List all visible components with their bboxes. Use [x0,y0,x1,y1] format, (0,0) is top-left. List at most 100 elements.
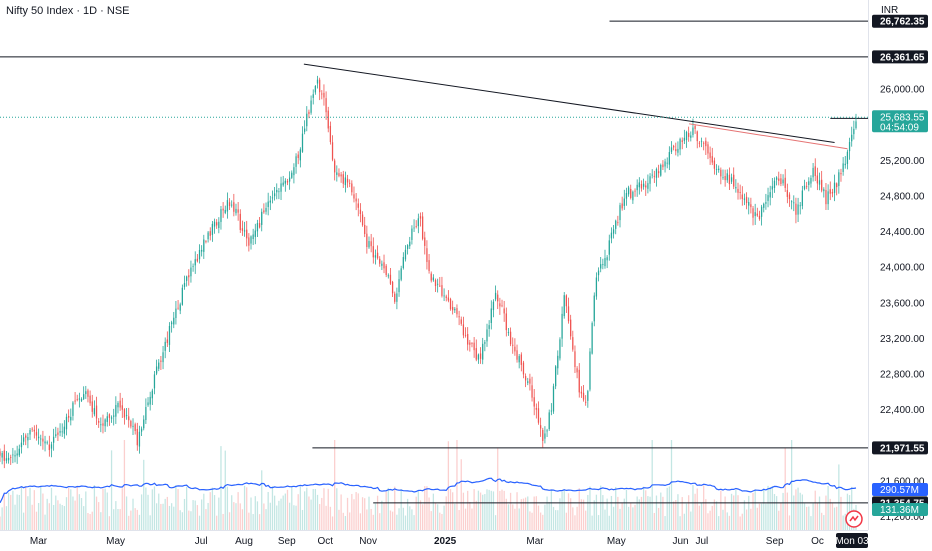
volume-bar [31,504,33,530]
volume-bar [711,505,713,530]
volume-bar [673,501,675,530]
volume-bar [364,498,366,530]
candle-body [319,79,321,93]
candle-body [173,317,175,325]
volume-bar [396,514,398,530]
volume-bar [188,510,190,530]
candle-body [181,287,183,305]
candle-body [539,425,542,429]
candle-body [709,152,711,158]
volume-bar [40,486,42,530]
candle-body [123,409,126,418]
candle-body [632,191,634,201]
volume-bar [434,502,437,530]
volume-bar [374,503,377,530]
candle-body [346,178,349,183]
candle-body [205,241,207,242]
candle-body [61,431,63,433]
volume-bar [63,506,65,530]
volume-bar [85,491,87,530]
volume-bar [78,494,81,530]
candle-body [344,177,347,186]
volume-bar [95,496,98,530]
candle-body [57,432,59,435]
volume-bar [379,513,381,530]
candle-body [844,163,846,166]
candle-body [726,173,728,181]
volume-bar [771,486,773,530]
candle-body [572,337,574,350]
candle-body [848,142,851,152]
volume-bar [128,515,130,530]
tradingview-logo-icon[interactable] [845,510,863,528]
volume-bar [765,503,767,530]
price-axis-tick-label: 25,200.00 [880,156,925,167]
candle-body [160,360,162,362]
volume-bar [351,493,353,530]
candle-body [724,176,726,181]
volume-bar [342,512,344,530]
volume-bar [143,459,145,530]
currency-label[interactable]: INR [881,5,899,16]
candle-body [25,435,27,438]
candle-body [288,177,291,182]
volume-bar [838,464,840,530]
candle-body [694,125,696,129]
candle-body [331,142,334,160]
candle-body [516,350,518,360]
volume-bar [844,513,846,530]
volume-bar [471,508,473,530]
volume-bar [417,491,419,530]
candle-body [711,156,713,163]
candle-body [662,164,664,168]
candle-body [825,190,827,205]
volume-bar [117,509,119,530]
candle-body [642,183,645,187]
candle-body [74,400,76,402]
volume-bar [497,448,499,530]
volume-bar [600,485,602,530]
candle-body [855,121,857,129]
volume-bar [37,503,40,530]
time-axis[interactable] [0,530,868,551]
volume-bar [55,495,57,530]
volume-bar [389,510,392,530]
candle-body [831,192,834,194]
candle-body [786,190,788,197]
candle-body [814,166,816,177]
candle-body [475,348,477,360]
volume-bar [0,516,1,530]
volume-bar [443,505,445,530]
candle-body [561,313,563,339]
volume-bar [432,493,434,530]
volume-bar [211,487,214,530]
candle-body [198,249,201,260]
volume-bar [486,489,488,530]
volume-bar [280,498,282,530]
volume-bar [243,485,246,530]
candle-body [207,232,209,240]
volume-bar [385,491,387,530]
candle-body [623,198,625,206]
candle-body [428,260,430,271]
candle-body [115,405,117,417]
volume-bar [402,507,404,530]
volume-bar [164,498,166,530]
volume-bar [527,496,529,530]
volume-bar [775,496,778,530]
level-badge-bg [872,441,928,455]
volume-bar [797,487,799,530]
volume-bar [437,504,439,530]
volume-bar [576,506,578,530]
candle-body [818,180,821,185]
candle-body [22,437,25,442]
candle-body [449,298,452,310]
volume-bar [552,506,555,530]
candle-body [31,428,33,430]
volume-bar [14,504,16,530]
volume-bar [627,506,630,530]
candle-body [366,233,368,248]
volume-bar [35,511,38,530]
candle-body [237,209,239,213]
